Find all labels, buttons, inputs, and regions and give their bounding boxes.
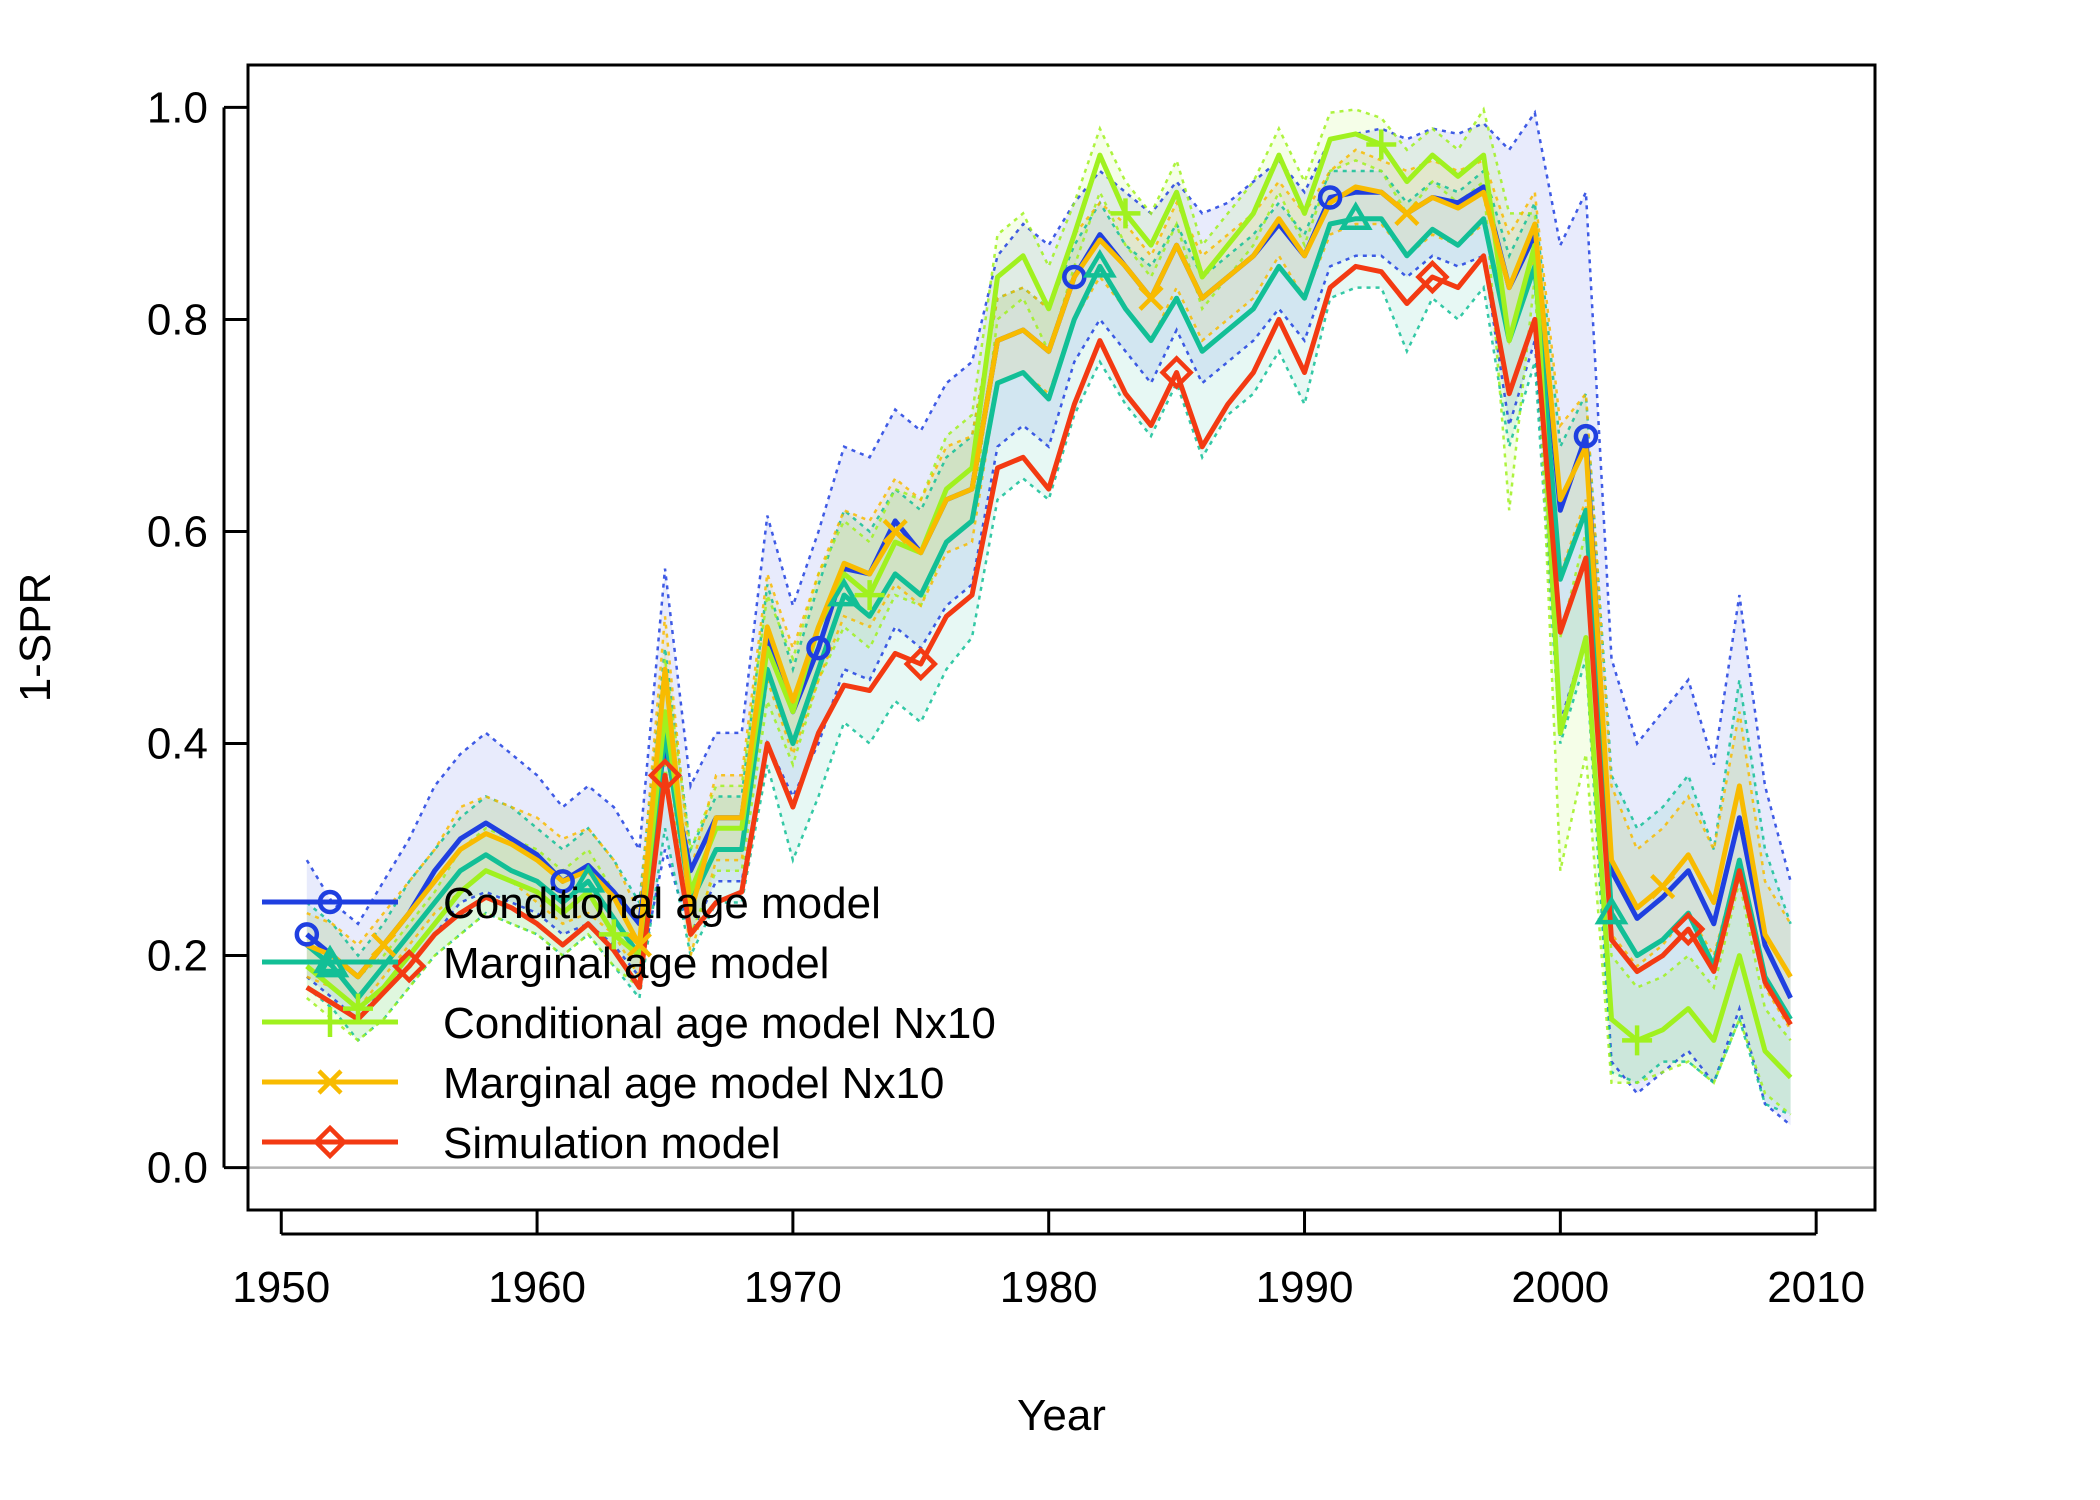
legend-item: Conditional age model bbox=[262, 879, 881, 928]
legend: Conditional age model Marginal age model C… bbox=[262, 879, 996, 1168]
x-tick-label: 2000 bbox=[1511, 1263, 1609, 1312]
legend-label: Simulation model bbox=[443, 1119, 781, 1168]
legend-label: Conditional age model bbox=[443, 879, 881, 928]
data-point-marker bbox=[370, 932, 397, 958]
y-tick-label: 0.6 bbox=[147, 507, 208, 556]
x-tick-label: 1950 bbox=[232, 1263, 330, 1312]
legend-marker-plus-icon bbox=[315, 1007, 345, 1037]
data-point-marker bbox=[1082, 249, 1117, 278]
legend-label: Marginal age model bbox=[443, 939, 829, 988]
legend-item: Marginal age model Nx10 bbox=[262, 1059, 944, 1108]
x-tick-label: 1990 bbox=[1256, 1263, 1354, 1312]
data-point-marker bbox=[1594, 895, 1629, 925]
x-tick-label: 1970 bbox=[744, 1263, 842, 1312]
data-point-marker bbox=[1317, 185, 1343, 210]
data-point-marker bbox=[571, 863, 606, 893]
data-point-marker bbox=[1159, 355, 1194, 390]
x-tick-label: 1960 bbox=[488, 1263, 586, 1312]
axes: 1950 1960 1970 1980 1990 2000 2010 0.00.20.40.… bbox=[147, 63, 1877, 1312]
legend-item: Conditional age model Nx10 bbox=[262, 999, 996, 1048]
legend-item: Simulation model bbox=[262, 1119, 781, 1168]
legend-marker-diamond-icon bbox=[312, 1124, 348, 1160]
legend-item: Marginal age model bbox=[262, 939, 829, 988]
data-point-marker bbox=[1415, 259, 1450, 295]
y-tick-label: 0.2 bbox=[147, 932, 208, 981]
x-axis: 1950 1960 1970 1980 1990 2000 2010 bbox=[232, 1210, 1865, 1312]
y-tick-label: 1.0 bbox=[147, 83, 208, 132]
data-point-marker bbox=[854, 580, 885, 611]
data-point-marker bbox=[1138, 285, 1164, 311]
ci-upper-line-1 bbox=[305, 109, 1792, 926]
legend-label: Conditional age model Nx10 bbox=[443, 999, 996, 1048]
data-point-marker bbox=[1366, 129, 1397, 160]
x-tick-label: 1980 bbox=[1000, 1263, 1098, 1312]
data-point-marker bbox=[343, 993, 374, 1024]
data-point-marker bbox=[882, 518, 908, 545]
y-tick-label: 0.4 bbox=[147, 720, 208, 769]
y-axis: 0.0 0.2 0.4 0.6 0.8 1.0 bbox=[147, 83, 248, 1193]
data-point-marker bbox=[550, 869, 575, 894]
confidence-band-1 bbox=[306, 112, 1791, 1126]
plot-frame bbox=[246, 63, 1877, 1212]
data-point-marker bbox=[626, 932, 652, 958]
data-point-marker bbox=[391, 948, 427, 984]
ci-lower-line-1 bbox=[306, 254, 1792, 1127]
data-point-marker bbox=[294, 922, 320, 947]
data-point-marker bbox=[1650, 874, 1676, 900]
data-point-marker bbox=[1573, 423, 1599, 449]
data-point-marker bbox=[827, 577, 861, 607]
x-axis-title: Year bbox=[1017, 1391, 1106, 1440]
series-line-5 bbox=[305, 253, 1793, 1026]
data-point-marker bbox=[1110, 198, 1141, 229]
ci-lower-line-4 bbox=[306, 221, 1792, 1031]
data-point-marker bbox=[1671, 911, 1706, 947]
data-point-marker bbox=[647, 758, 683, 793]
confidence-band-2 bbox=[306, 171, 1791, 1115]
data-point-marker bbox=[1394, 200, 1420, 227]
x-tick-label: 2010 bbox=[1767, 1263, 1865, 1312]
legend-marker-circle-icon bbox=[317, 889, 343, 915]
data-point-marker bbox=[1338, 201, 1373, 230]
legend-marker-triangle-icon bbox=[313, 944, 347, 974]
data-point-marker bbox=[598, 919, 629, 950]
legend-label: Marginal age model Nx10 bbox=[443, 1059, 944, 1108]
series-markers bbox=[294, 129, 1706, 1056]
y-axis-title: 1-SPR bbox=[11, 573, 60, 703]
y-tick-label: 0.0 bbox=[147, 1144, 208, 1193]
data-point-marker bbox=[903, 646, 938, 682]
data-point-marker bbox=[1622, 1025, 1653, 1056]
y-tick-label: 0.8 bbox=[147, 295, 208, 344]
data-point-marker bbox=[806, 635, 831, 661]
legend-marker-cross-icon bbox=[317, 1069, 343, 1095]
